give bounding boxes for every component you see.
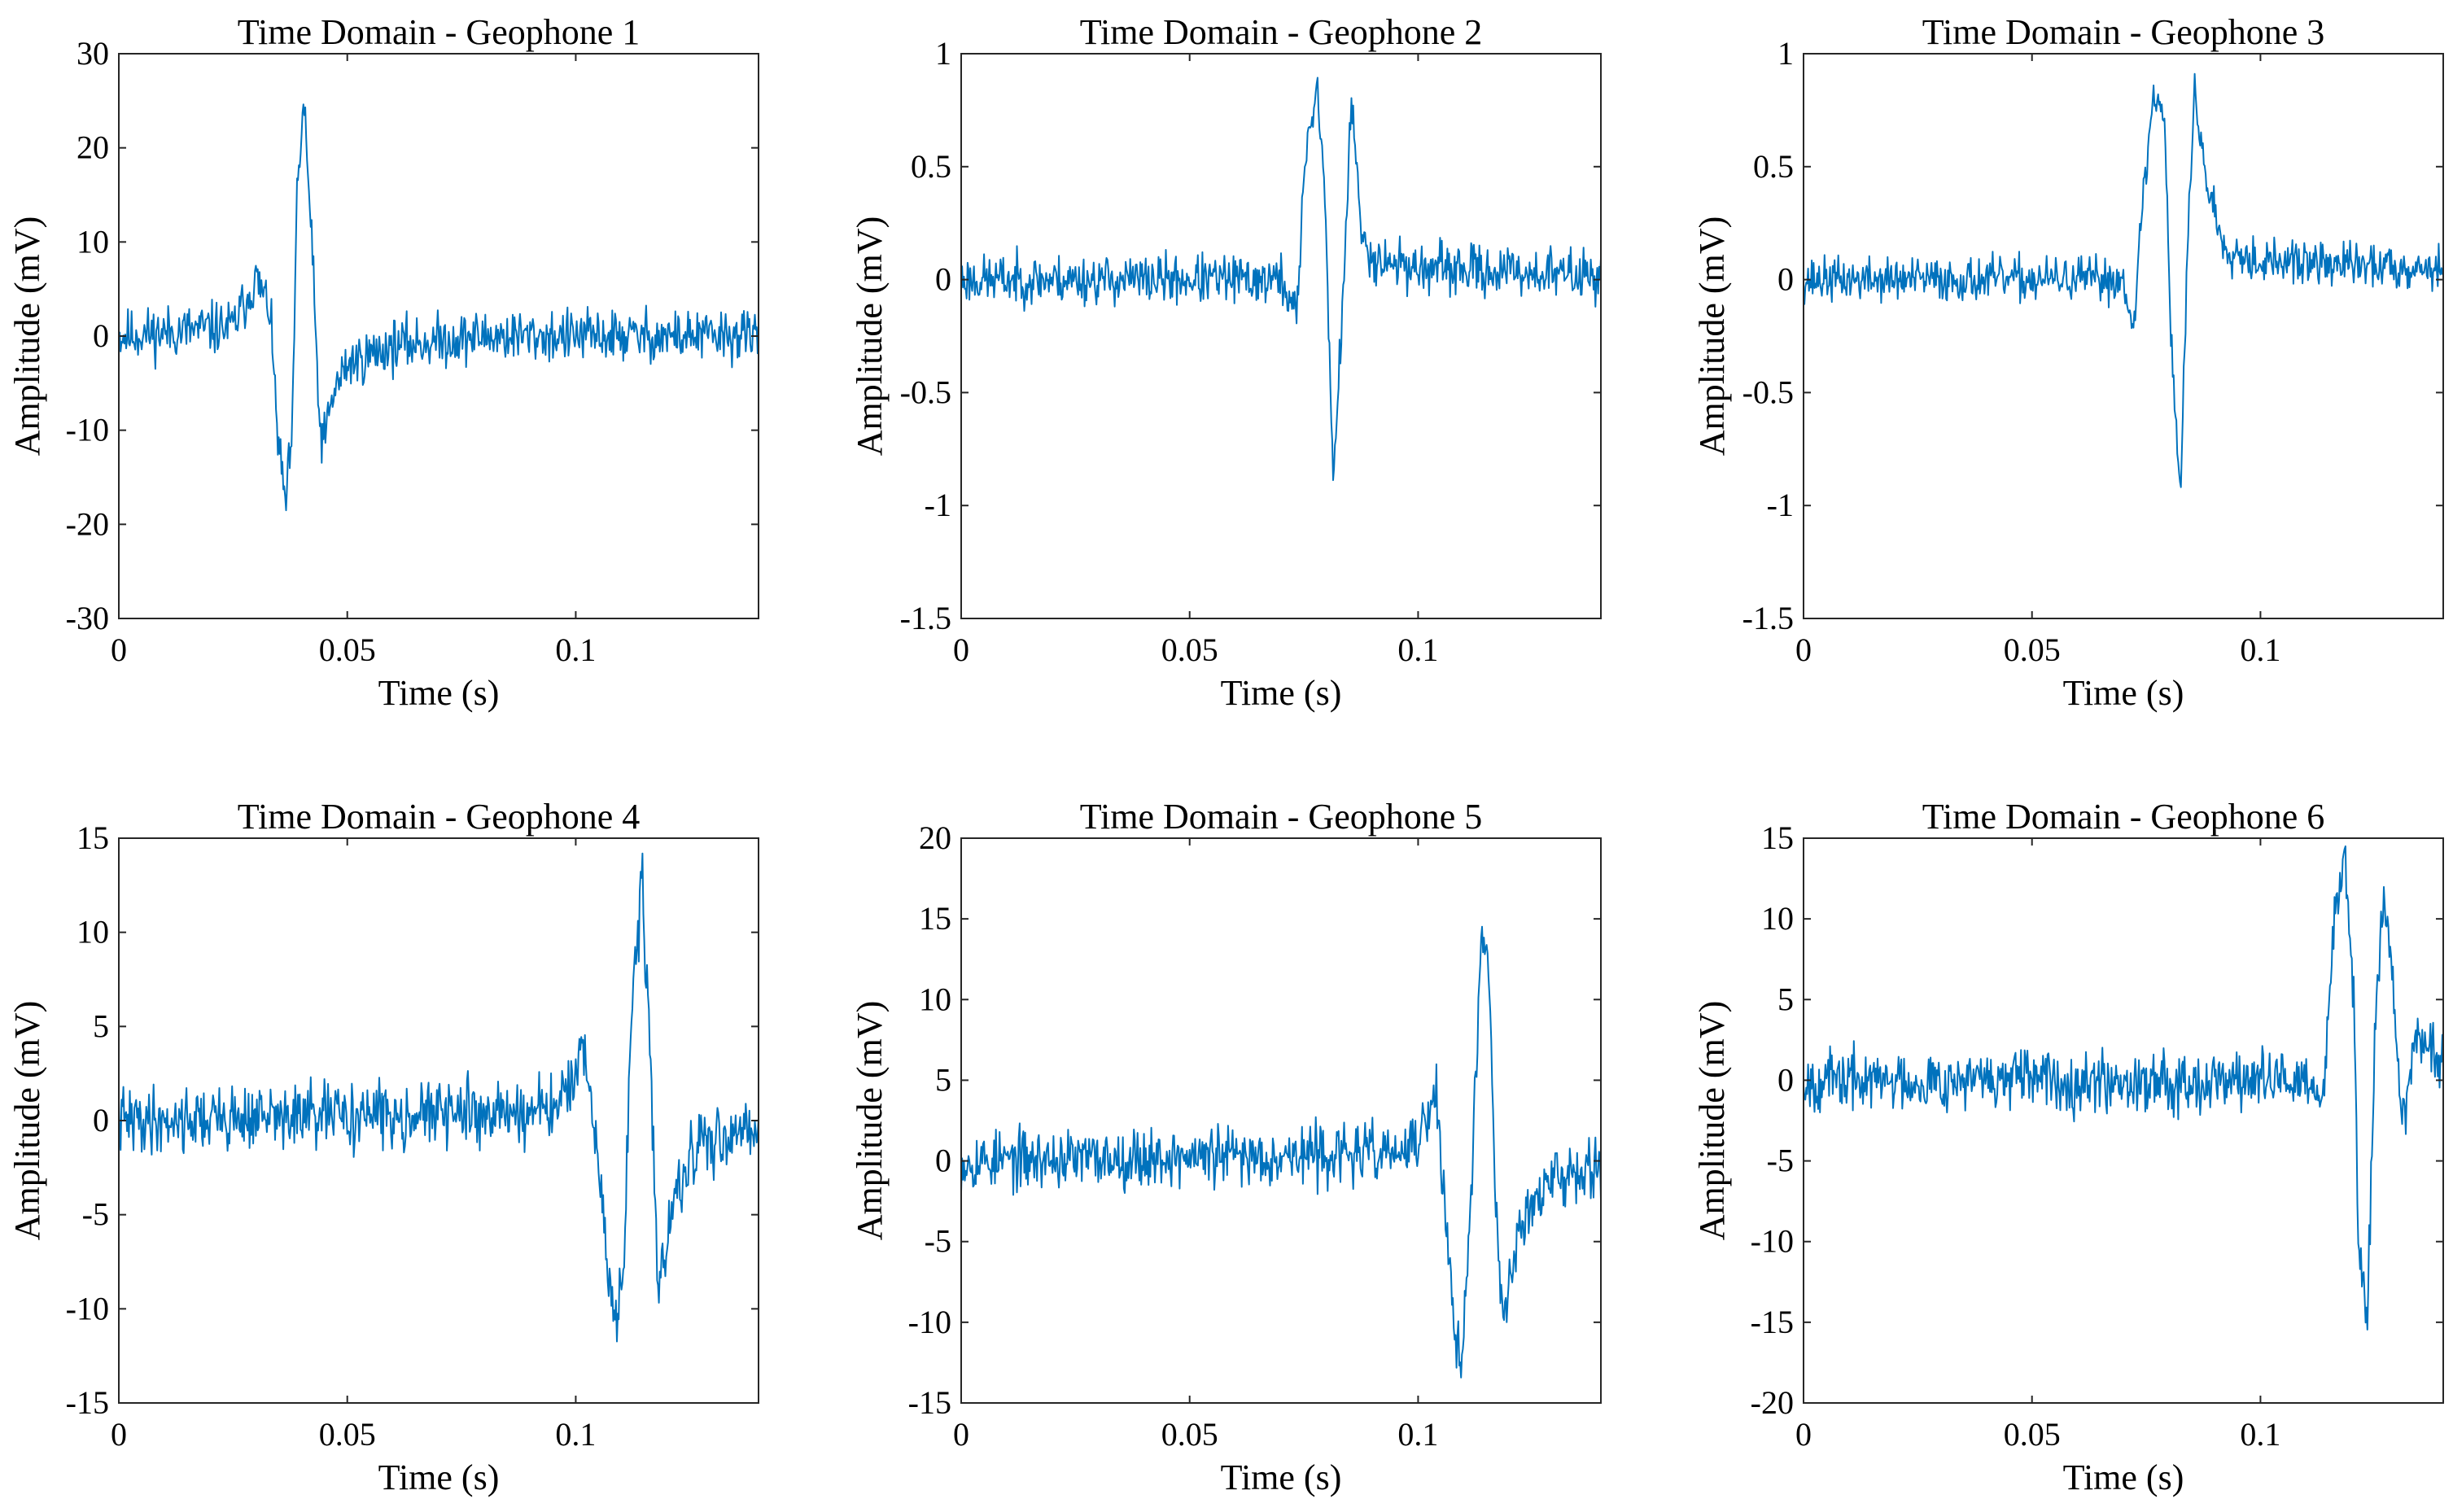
y-tick-label: -1 <box>1767 487 1794 523</box>
y-tick-label: 0 <box>93 1102 109 1138</box>
axes-frame <box>1803 53 2444 619</box>
y-tick-label: 10 <box>1761 900 1794 937</box>
x-tick-label: 0.05 <box>1161 631 1218 668</box>
chart-title: Time Domain - Geophone 3 <box>1922 12 2325 52</box>
series-line-1 <box>118 103 759 512</box>
series-line-2 <box>960 76 1602 482</box>
y-tick-label: -1 <box>925 487 951 523</box>
x-tick-label: 0.05 <box>1161 1416 1218 1453</box>
y-tick-label: 20 <box>919 819 951 856</box>
y-tick-label: -5 <box>1767 1143 1794 1179</box>
y-tick-label: -20 <box>1751 1384 1794 1421</box>
y-tick-label: -20 <box>66 505 109 542</box>
y-tick-label: 10 <box>77 914 109 950</box>
y-tick-label: -0.5 <box>1742 374 1794 410</box>
x-tick-label: 0.1 <box>1397 1416 1438 1453</box>
y-tick-label: -10 <box>66 412 109 448</box>
chart-panel-6: 0 0.05 0.1 -20 -15 -10 -5 0 5 10 15 Time Domain - G… <box>1692 797 2444 1497</box>
y-tick-label: 15 <box>1761 819 1794 856</box>
y-tick-label: -15 <box>908 1384 951 1421</box>
chart-title: Time Domain - Geophone 5 <box>1080 797 1483 837</box>
y-tick-label: -0.5 <box>900 374 951 410</box>
x-tick-label: 0.05 <box>2004 1416 2061 1453</box>
x-tick-label: 0.05 <box>319 631 376 668</box>
y-tick-label: 0 <box>935 1143 951 1179</box>
chart-panel-4: 0 0.05 0.1 -15 -10 -5 0 5 10 15 Time Domain - Geop… <box>7 797 759 1497</box>
axes-frame <box>1803 837 2444 1404</box>
y-axis-label: Amplitude (mV) <box>1692 1001 1732 1241</box>
x-axis-label: Time (s) <box>1221 1457 1342 1497</box>
y-tick-label: 10 <box>77 223 109 260</box>
x-axis-label: Time (s) <box>378 673 500 713</box>
y-tick-label: -1.5 <box>1742 600 1794 636</box>
axes-frame <box>960 837 1602 1404</box>
y-tick-label: 0.5 <box>911 148 951 185</box>
y-tick-label: -10 <box>66 1290 109 1326</box>
y-axis-label: Amplitude (mV) <box>1692 216 1732 457</box>
y-tick-label: 5 <box>93 1007 109 1044</box>
y-tick-label: 0.5 <box>1753 148 1794 185</box>
x-tick-label: 0.1 <box>555 631 596 668</box>
chart-panel-1: 0 0.05 0.1 -30 -20 -10 0 10 20 30 Time Domain - Ge… <box>7 12 759 713</box>
x-tick-label: 0 <box>1795 631 1812 668</box>
y-tick-label: 15 <box>77 819 109 856</box>
y-axis-label: Amplitude (mV) <box>850 1001 890 1241</box>
x-tick-label: 0.1 <box>1397 631 1438 668</box>
y-tick-label: 1 <box>935 35 951 72</box>
y-axis-label: Amplitude (mV) <box>850 216 890 457</box>
x-tick-label: 0.1 <box>555 1416 596 1453</box>
x-tick-label: 0 <box>111 631 127 668</box>
y-tick-label: -15 <box>66 1384 109 1421</box>
y-tick-label: 1 <box>1777 35 1794 72</box>
y-tick-label: -1.5 <box>900 600 951 636</box>
y-tick-label: 15 <box>919 900 951 937</box>
y-tick-label: -10 <box>908 1304 951 1340</box>
chart-panel-5: 0 0.05 0.1 -15 -10 -5 0 5 10 15 20 Time Domain - Ge… <box>850 797 1602 1497</box>
x-tick-label: 0 <box>1795 1416 1812 1453</box>
y-tick-label: 20 <box>77 129 109 166</box>
x-axis-label: Time (s) <box>1221 673 1342 713</box>
y-tick-label: -5 <box>925 1223 951 1260</box>
y-tick-label: 30 <box>77 35 109 72</box>
chart-panel-2: 0 0.05 0.1 -1.5 -1 -0.5 0 0.5 1 Time Domain - Geo… <box>850 12 1602 713</box>
chart-title: Time Domain - Geophone 4 <box>238 797 641 837</box>
x-tick-label: 0.05 <box>319 1416 376 1453</box>
y-tick-label: -5 <box>82 1196 109 1233</box>
x-tick-label: 0 <box>953 1416 969 1453</box>
series-line-6 <box>1803 845 2444 1331</box>
y-tick-label: 5 <box>1777 981 1794 1017</box>
x-axis-label: Time (s) <box>2063 673 2184 713</box>
y-tick-label: 0 <box>1777 1061 1794 1098</box>
y-tick-label: 10 <box>919 981 951 1017</box>
x-tick-label: 0.1 <box>2240 1416 2280 1453</box>
series-line-4 <box>118 852 759 1343</box>
x-tick-label: 0.1 <box>2240 631 2280 668</box>
series-line-3 <box>1803 72 2444 488</box>
chart-title: Time Domain - Geophone 1 <box>238 12 641 52</box>
y-tick-label: 0 <box>93 317 109 354</box>
x-tick-label: 0.05 <box>2004 631 2061 668</box>
chart-panel-3: 0 0.05 0.1 -1.5 -1 -0.5 0 0.5 1 Time Domain - Geo… <box>1692 12 2444 713</box>
y-tick-label: -30 <box>66 600 109 636</box>
y-tick-label: 0 <box>935 261 951 298</box>
chart-title: Time Domain - Geophone 2 <box>1080 12 1483 52</box>
y-tick-label: -15 <box>1751 1304 1794 1340</box>
x-tick-label: 0 <box>953 631 969 668</box>
axes-frame <box>960 53 1602 619</box>
axes-frame <box>118 837 759 1404</box>
x-axis-label: Time (s) <box>378 1457 500 1497</box>
x-tick-label: 0 <box>111 1416 127 1453</box>
y-axis-label: Amplitude (mV) <box>7 1001 47 1241</box>
y-axis-label: Amplitude (mV) <box>7 216 47 457</box>
y-tick-label: 5 <box>935 1061 951 1098</box>
y-tick-label: 0 <box>1777 261 1794 298</box>
x-axis-label: Time (s) <box>2063 1457 2184 1497</box>
chart-title: Time Domain - Geophone 6 <box>1922 797 2325 837</box>
y-tick-label: -10 <box>1751 1223 1794 1260</box>
series-line-5 <box>960 925 1602 1379</box>
